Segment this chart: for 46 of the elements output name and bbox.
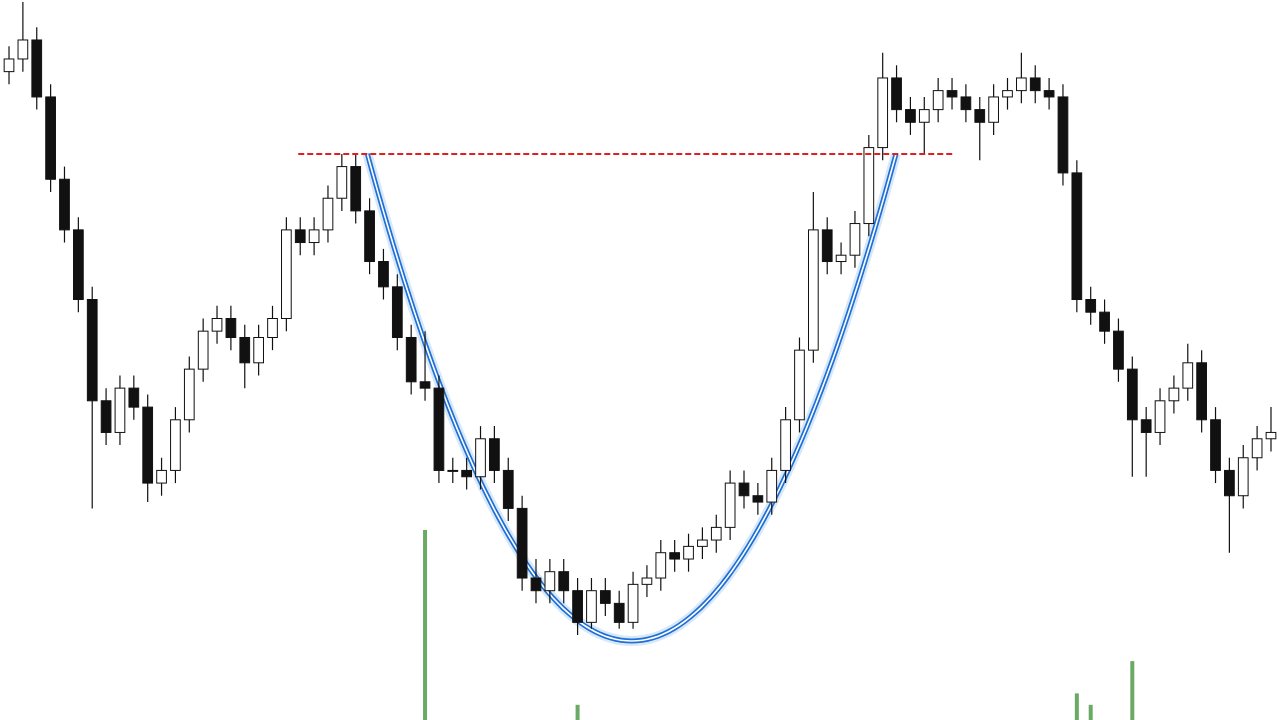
candlestick <box>267 305 278 351</box>
candlestick <box>225 305 237 351</box>
candlestick <box>211 305 223 345</box>
candlestick <box>1265 406 1277 453</box>
candlestick <box>1085 286 1097 326</box>
candlestick <box>752 482 764 516</box>
candlestick <box>613 590 625 630</box>
candlestick <box>156 457 167 497</box>
candlestick <box>461 457 473 491</box>
candlestick <box>1029 64 1041 104</box>
candlestick <box>128 374 140 421</box>
candlestick <box>530 558 542 604</box>
candlestick <box>960 83 972 123</box>
candlestick <box>1251 425 1263 472</box>
bar <box>1074 693 1079 720</box>
candlestick <box>1140 406 1152 478</box>
candlestick <box>738 469 750 509</box>
candlestick <box>835 241 847 275</box>
bar <box>1088 704 1093 720</box>
candlestick <box>1002 77 1013 111</box>
candlestick <box>599 577 611 617</box>
candlestick <box>710 514 722 554</box>
candlestick <box>974 96 986 161</box>
candlestick <box>683 533 694 573</box>
candlestick <box>3 45 15 85</box>
candlestick <box>918 96 930 155</box>
bar <box>575 704 580 720</box>
candlestick <box>558 558 570 604</box>
candlestick <box>946 77 958 111</box>
candlestick <box>697 526 708 560</box>
candlestick <box>447 457 459 484</box>
candlestick <box>1168 374 1180 415</box>
candlestick <box>544 558 556 604</box>
candlestick <box>1016 52 1027 104</box>
bar <box>1130 661 1135 720</box>
bar <box>423 530 428 720</box>
candlestick <box>308 216 320 256</box>
candlestick <box>641 564 653 598</box>
candlestick <box>1043 77 1055 111</box>
candlestick <box>932 77 944 123</box>
candlestick <box>419 330 431 402</box>
candlestick <box>1099 298 1110 345</box>
candlestick <box>905 96 916 136</box>
candlestick <box>669 539 681 573</box>
candlestick <box>17 1 29 73</box>
candlestick <box>294 216 306 256</box>
